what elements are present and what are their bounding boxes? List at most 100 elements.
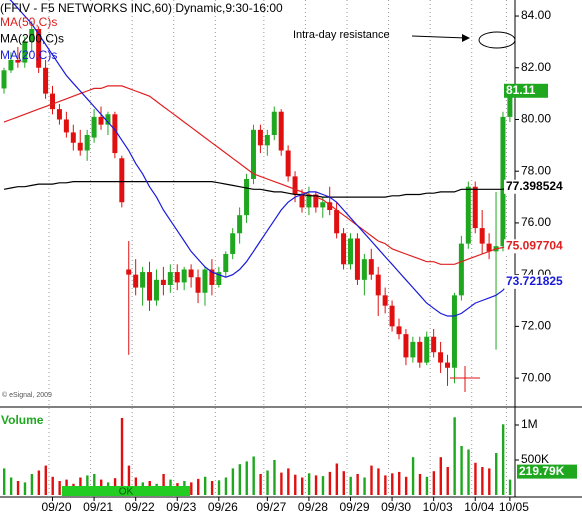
volume-bar	[86, 475, 89, 495]
x-tick-label: 10/03	[423, 500, 453, 514]
volume-bar	[307, 473, 311, 495]
volume-bar	[197, 478, 200, 495]
volume-bar	[495, 452, 498, 495]
candle-body	[250, 129, 256, 179]
volume-bar	[460, 445, 463, 495]
volume-bar	[266, 470, 269, 495]
x-tick-label: 09/20	[41, 500, 71, 514]
annotation-arrow	[411, 35, 467, 39]
volume-bar	[210, 480, 214, 495]
x-tick-label: 09/26	[208, 500, 238, 514]
candle-body	[341, 233, 347, 265]
volume-bar	[474, 462, 477, 495]
y-tick-label: 500K	[521, 452, 549, 466]
x-tick-label: 09/30	[381, 500, 411, 514]
volume-bar	[93, 473, 96, 495]
x-tick-label: 09/23	[166, 500, 196, 514]
volume-bar	[300, 477, 304, 495]
volume-bar	[446, 466, 449, 495]
volume-bar	[467, 449, 470, 495]
volume-bar	[328, 471, 332, 495]
candle-body	[361, 259, 367, 280]
candle-body	[292, 176, 298, 195]
value-tag-label: 77.398524	[506, 179, 563, 193]
volume-bar	[321, 476, 325, 495]
candle-body	[306, 194, 312, 208]
candle-body	[278, 111, 284, 151]
candle-body	[431, 336, 437, 353]
volume-bar	[231, 468, 235, 495]
volume-bar	[30, 473, 34, 495]
volume-bar	[16, 480, 20, 495]
volume-bar	[335, 463, 339, 495]
ma-line	[3, 181, 511, 198]
volume-bar	[127, 465, 131, 495]
legend-entry: MA(20,C)s	[0, 48, 57, 62]
volume-bar	[508, 479, 512, 495]
ma-line	[3, 85, 511, 265]
candle-body	[396, 326, 402, 335]
x-tick-label: 09/22	[125, 500, 155, 514]
candle-body	[334, 210, 340, 234]
value-tag-label: 219.79K	[519, 464, 565, 478]
scroll-bar[interactable]	[62, 486, 190, 496]
volume-bar	[342, 471, 345, 495]
volume-bar	[356, 473, 359, 495]
candle-body	[174, 272, 180, 283]
volume-bar	[432, 471, 436, 495]
candle-body	[327, 202, 333, 210]
candle-body	[354, 238, 360, 280]
scroll-label[interactable]: OK	[119, 487, 134, 498]
candle-body	[43, 67, 49, 94]
ma-line	[9, 0, 511, 317]
candle-body	[133, 274, 139, 288]
volume-bar	[3, 468, 6, 495]
candle-body	[105, 114, 111, 125]
candle-body	[29, 28, 35, 42]
candle-body	[15, 60, 21, 63]
candle-body	[140, 272, 146, 288]
x-tick-label: 10/05	[499, 500, 529, 514]
value-tag	[504, 239, 582, 254]
candle-body	[417, 341, 423, 363]
candle-body	[77, 142, 83, 151]
candle-body	[403, 334, 409, 358]
y-tick-label: 70.00	[521, 370, 551, 384]
volume-bar	[404, 476, 408, 495]
volume-bar	[314, 475, 318, 495]
candle-body	[181, 269, 187, 283]
candle-body	[285, 150, 291, 177]
candle-body	[216, 272, 222, 285]
volume-bar	[370, 465, 373, 495]
candle-body	[237, 215, 243, 234]
volume-bar	[245, 461, 248, 495]
candle-body	[244, 178, 250, 216]
candle-body	[126, 269, 132, 275]
candle-body	[458, 243, 464, 296]
volume-bar	[224, 477, 228, 495]
volume-bar	[203, 476, 207, 495]
candle-body	[223, 253, 229, 273]
candle-body	[63, 119, 69, 133]
candle-body	[389, 305, 395, 327]
y-tick-label: 72.00	[521, 319, 551, 333]
candle-body	[313, 194, 319, 208]
volume-bar	[481, 466, 484, 495]
volume-bar	[58, 480, 61, 495]
y-tick-label: 80.00	[521, 112, 551, 126]
legend-entry: MA(50,C)s	[0, 15, 57, 29]
credit: © eSignal, 2009	[2, 391, 52, 399]
candle-body	[472, 186, 478, 229]
candle-body	[98, 116, 104, 125]
volume-bar	[425, 476, 429, 495]
candle-body	[507, 90, 513, 117]
candle-body	[209, 269, 215, 285]
volume-bar	[377, 468, 380, 495]
volume-title: Volume	[1, 413, 44, 427]
value-tag	[504, 83, 548, 98]
volume-bar	[384, 475, 387, 495]
candle-body	[257, 129, 263, 146]
value-tag-label: 81.11	[506, 83, 536, 97]
